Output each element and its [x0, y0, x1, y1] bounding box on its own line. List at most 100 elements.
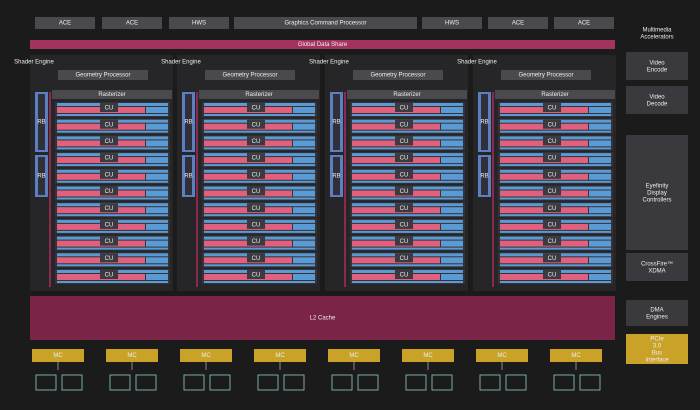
memory-controller-label: MC [497, 353, 507, 359]
cu-blue-bottom [57, 147, 168, 150]
cu-tag [543, 236, 561, 246]
cu-tag [100, 253, 118, 263]
side-block [626, 300, 688, 326]
cu-tag [395, 103, 413, 112]
memory-chip [505, 374, 527, 391]
cu-blue-right [146, 157, 168, 164]
side-block [626, 86, 688, 114]
cu-label: CU [252, 273, 261, 279]
cu-tag [100, 153, 118, 163]
cu-blue-bottom [500, 197, 611, 200]
memory-controller [550, 349, 602, 362]
cu-tag [395, 236, 413, 246]
memory-chip [61, 374, 83, 391]
side-block-label: Video Decode [647, 94, 668, 107]
cu-blue-bottom [204, 214, 315, 217]
cu-tag [543, 186, 561, 196]
cu-tag [100, 236, 118, 246]
cu-tag [100, 270, 118, 279]
cu-blue-right [146, 123, 168, 130]
cu-blue-right [293, 157, 315, 164]
shader-engine-title: Shader Engine [161, 60, 201, 66]
cu-blue-bottom [204, 180, 315, 183]
cu-blue-bottom [204, 247, 315, 250]
geometry-processor [501, 70, 591, 80]
side-block [626, 253, 688, 281]
cu-tag [247, 186, 265, 196]
cu-blue-right [441, 274, 463, 280]
cu-label: CU [252, 172, 261, 178]
rb-bus [196, 92, 198, 287]
memory-chip [331, 374, 353, 391]
cu-tag [247, 169, 265, 179]
cu-blue-bottom [500, 247, 611, 250]
command-block-label: ACE [512, 21, 524, 27]
rb-inner [38, 157, 45, 195]
cu-label: CU [252, 256, 261, 262]
cu-blue-right [146, 257, 168, 264]
cu-blue-bottom [57, 281, 168, 283]
rasterizer [495, 90, 615, 99]
cu-blue-right [146, 223, 168, 230]
rb-inner [333, 157, 340, 195]
rb-inner [481, 157, 488, 195]
command-block [234, 17, 417, 29]
memory-controller [254, 349, 306, 362]
cu-tag [100, 136, 118, 146]
cu-tag [543, 270, 561, 279]
cu-blue-right [589, 274, 611, 280]
cu-tag [247, 136, 265, 146]
memory-chip [357, 374, 379, 391]
cu-tag [100, 119, 118, 129]
cu-tag [100, 203, 118, 213]
cu-tag [247, 103, 265, 112]
cu-blue-right [441, 107, 463, 113]
cu-tag [395, 203, 413, 213]
cu-blue-bottom [204, 230, 315, 233]
memory-chip [431, 374, 453, 391]
global-data-share-label: Global Data Share [298, 42, 348, 48]
rb-label: RB [184, 174, 192, 180]
cu-label: CU [105, 222, 114, 228]
rb-label: RB [332, 120, 340, 126]
cu-label: CU [548, 139, 557, 145]
cu-blue-bottom [57, 164, 168, 167]
cu-blue-right [293, 257, 315, 264]
rb-inner [333, 94, 340, 150]
cu-blue-right [293, 190, 315, 197]
command-block [488, 17, 548, 29]
cu-tag [247, 270, 265, 279]
cu-blue-right [146, 140, 168, 147]
cu-blue-bottom [500, 147, 611, 150]
cu-blue-bottom [352, 264, 463, 267]
cu-label: CU [548, 189, 557, 195]
rb-label: RB [332, 174, 340, 180]
memory-controller [402, 349, 454, 362]
command-block [554, 17, 614, 29]
cu-blue-bottom [352, 214, 463, 217]
cu-blue-right [146, 274, 168, 280]
rb-inner [38, 94, 45, 150]
cu-blue-bottom [57, 130, 168, 133]
rb-label: RB [37, 120, 45, 126]
cu-blue-bottom [352, 130, 463, 133]
cu-tag [543, 203, 561, 213]
cu-blue-bottom [57, 214, 168, 217]
cu-blue-right [589, 123, 611, 130]
cu-blue-bottom [500, 264, 611, 267]
cu-tag [395, 136, 413, 146]
cu-blue-bottom [204, 264, 315, 267]
cu-blue-bottom [352, 147, 463, 150]
memory-controller-label: MC [53, 353, 63, 359]
memory-controller-label: MC [349, 353, 359, 359]
cu-label: CU [252, 156, 261, 162]
cu-blue-bottom [204, 281, 315, 283]
cu-blue-bottom [500, 130, 611, 133]
rasterizer [199, 90, 319, 99]
cu-blue-right [146, 240, 168, 247]
memory-chip [553, 374, 575, 391]
pcie-interface-label: PCIe 3.0 Bus Interface [645, 336, 669, 363]
side-block-label: Video Encode [647, 60, 668, 73]
side-block-label: DMA Engines [646, 307, 668, 320]
cu-label: CU [105, 206, 114, 212]
